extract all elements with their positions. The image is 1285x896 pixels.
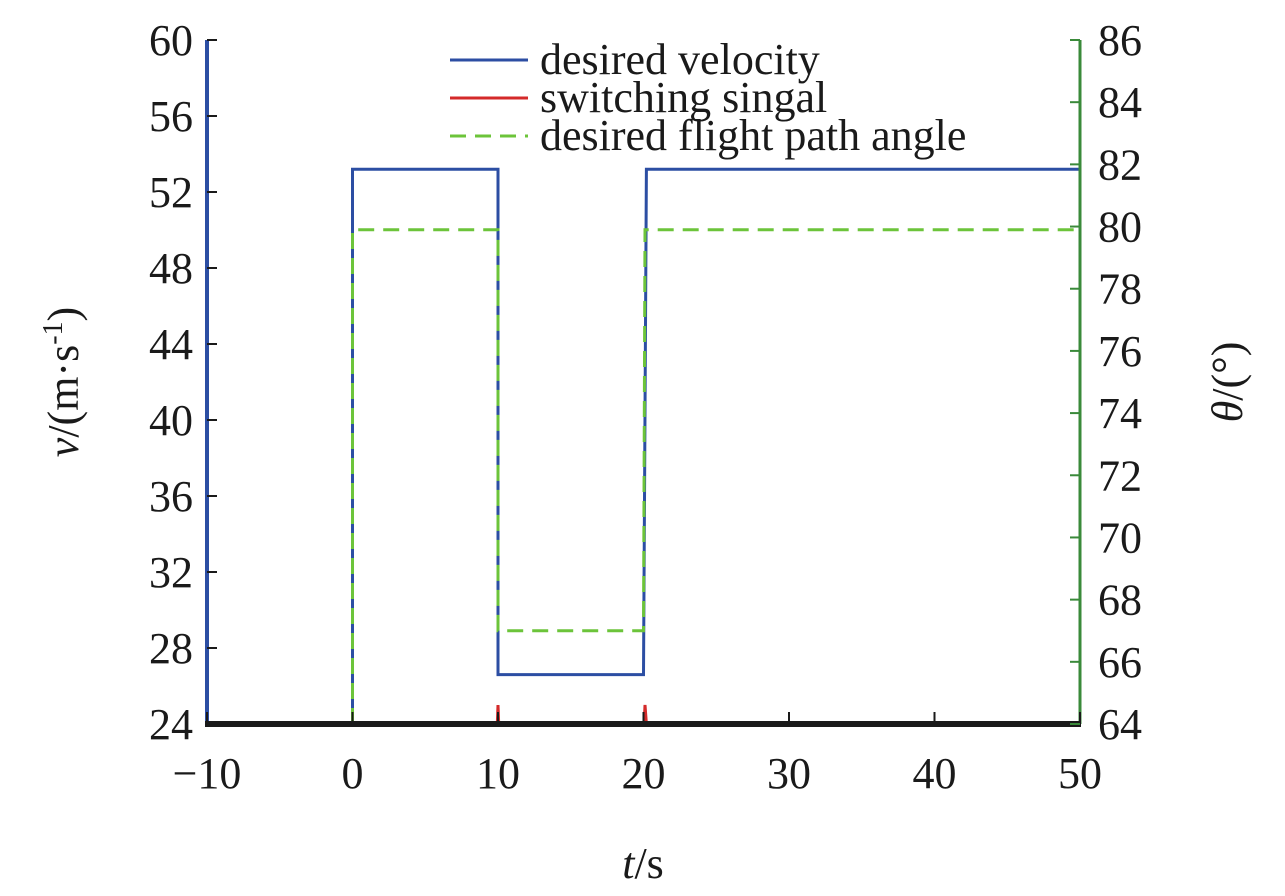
y2-tick-label: 76 bbox=[1098, 327, 1142, 376]
legend-label-2: switching singal bbox=[540, 73, 827, 122]
y-tick-label: 44 bbox=[149, 320, 193, 369]
x-tick-label: 20 bbox=[622, 749, 666, 798]
y-tick-label: 32 bbox=[149, 548, 193, 597]
y2-tick-label: 82 bbox=[1098, 140, 1142, 189]
y2-axis-var: θ bbox=[1203, 401, 1252, 423]
y-tick-label: 24 bbox=[149, 700, 193, 749]
y2-tick-label: 84 bbox=[1098, 78, 1142, 127]
y2-tick-label: 86 bbox=[1098, 16, 1142, 65]
y-axis-title: v/(m·s-1) bbox=[38, 307, 88, 457]
y2-tick-label: 72 bbox=[1098, 451, 1142, 500]
y2-tick-label: 70 bbox=[1098, 513, 1142, 562]
y-axis-unit: /(m·s bbox=[39, 345, 88, 438]
y2-tick-label: 80 bbox=[1098, 203, 1142, 252]
x-tick-label: 0 bbox=[342, 749, 364, 798]
x-tick-label: 50 bbox=[1058, 749, 1102, 798]
y2-axis-unit: /(°) bbox=[1203, 342, 1252, 401]
legend-label-3: desired flight path angle bbox=[540, 111, 966, 160]
axes-layer: −10 0 10 20 30 40 50 24 28 32 36 40 44 48 52 56 60 64 66 68… bbox=[149, 16, 1142, 798]
y-tick-label: 36 bbox=[149, 472, 193, 521]
x-axis-var: t bbox=[622, 839, 636, 888]
legend-label-1: desired velocity bbox=[540, 35, 820, 84]
y-axis-unit-sup: -1 bbox=[38, 321, 69, 344]
x-tick-label: 40 bbox=[913, 749, 957, 798]
x-axis-title: t/s bbox=[622, 839, 664, 888]
y2-tick-label: 78 bbox=[1098, 265, 1142, 314]
series-line-3 bbox=[351, 228, 1080, 724]
y-tick-label: 40 bbox=[149, 396, 193, 445]
y2-tick-label: 66 bbox=[1098, 638, 1142, 687]
y2-tick-label: 74 bbox=[1098, 389, 1142, 438]
y-axis-var: v bbox=[39, 437, 88, 457]
x-tick-label: −10 bbox=[173, 749, 242, 798]
y2-tick-label: 68 bbox=[1098, 576, 1142, 625]
y-tick-label: 48 bbox=[149, 244, 193, 293]
x-axis-unit: /s bbox=[634, 839, 663, 888]
y2-tick-label: 64 bbox=[1098, 700, 1142, 749]
series-layer bbox=[207, 167, 1080, 726]
y-axis-unit-close: ) bbox=[39, 307, 88, 322]
x-tick-label: 10 bbox=[476, 749, 520, 798]
y-tick-label: 60 bbox=[149, 16, 193, 65]
y2-axis-title: θ/(°) bbox=[1203, 342, 1252, 423]
x-tick-label: 30 bbox=[767, 749, 811, 798]
y-tick-label: 28 bbox=[149, 624, 193, 673]
y-tick-label: 56 bbox=[149, 92, 193, 141]
y-tick-label: 52 bbox=[149, 168, 193, 217]
